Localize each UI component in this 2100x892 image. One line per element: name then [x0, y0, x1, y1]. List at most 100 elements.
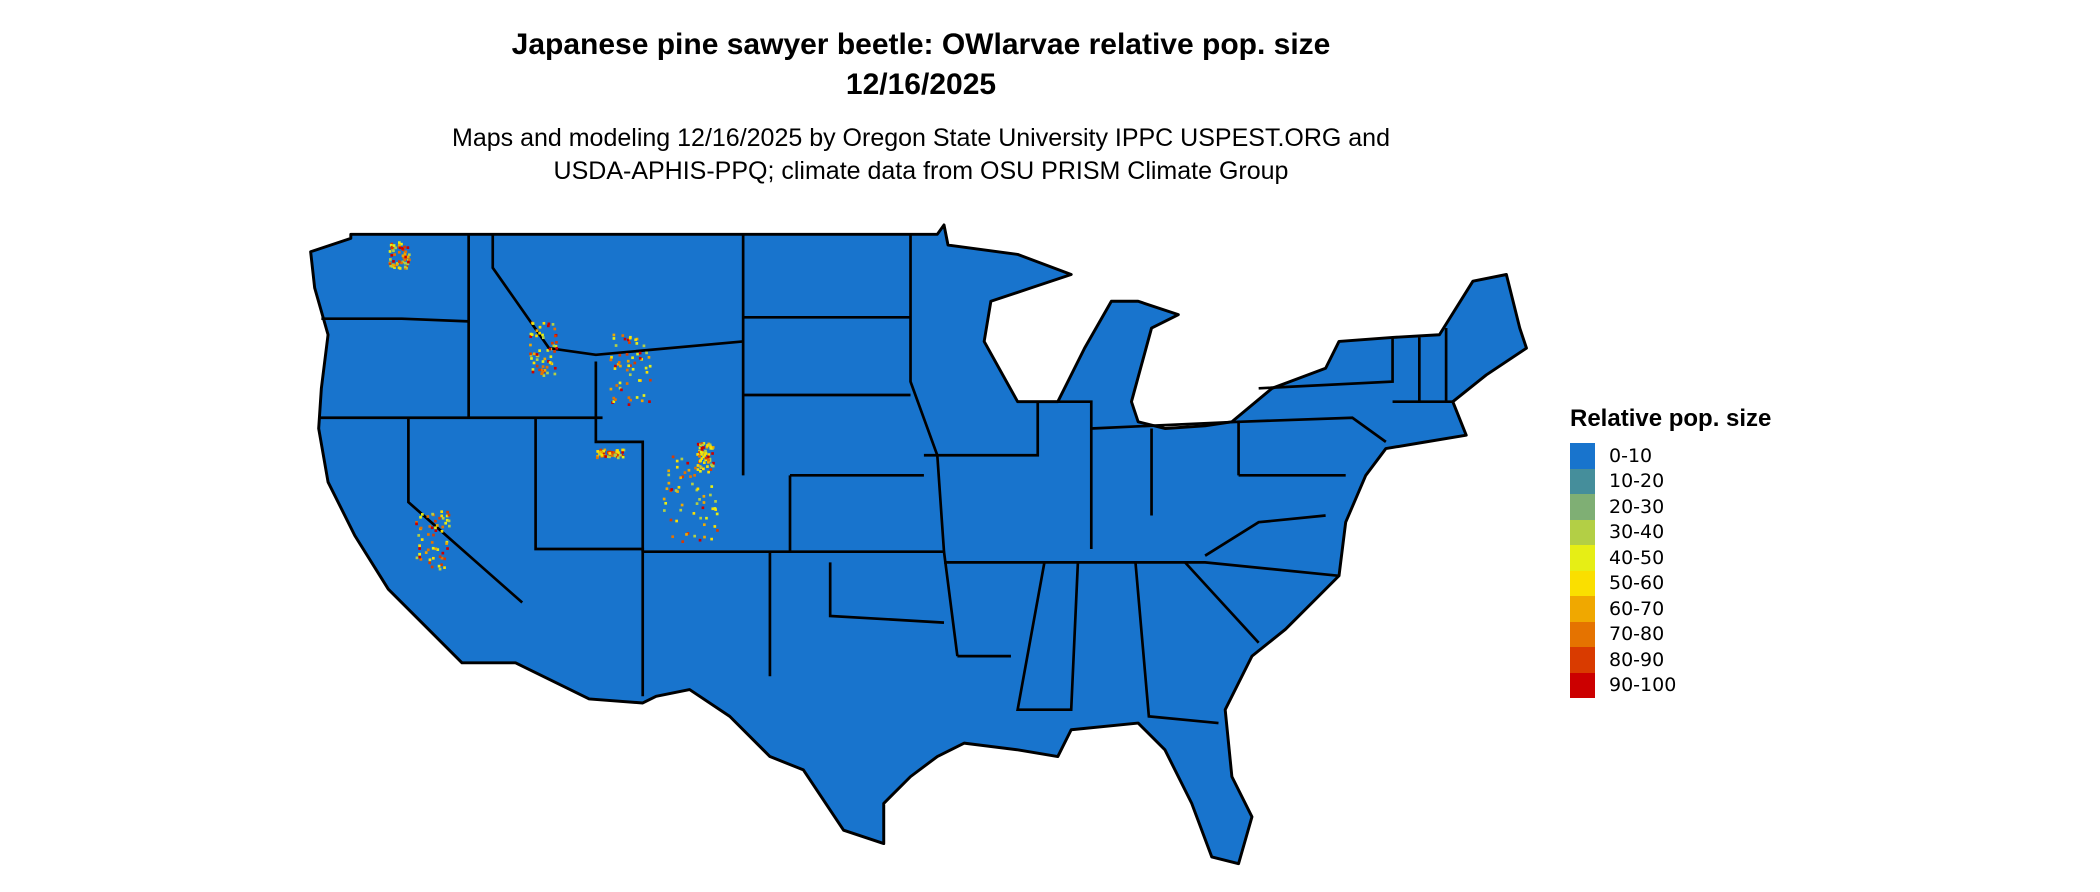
- hotspot-cell: [440, 563, 443, 567]
- hotspot-cell: [638, 379, 641, 382]
- hotspot-cell: [706, 455, 710, 459]
- hotspot-cell: [675, 465, 679, 469]
- hotspot-cell: [529, 343, 532, 347]
- hotspot-cell: [671, 535, 675, 539]
- hotspot-cell: [695, 502, 699, 505]
- hotspot-cell: [408, 258, 411, 262]
- hotspot-cell: [610, 450, 614, 454]
- hotspot-cell: [710, 537, 713, 541]
- hotspot-cell: [679, 476, 683, 480]
- hotspot-cell: [390, 245, 394, 249]
- hotspot-cell: [696, 464, 700, 467]
- hotspot-cell: [703, 453, 707, 457]
- hotspot-cell: [642, 394, 646, 397]
- hotspot-cell: [538, 368, 541, 372]
- hotspot-cell: [397, 266, 401, 270]
- legend-swatch: [1570, 519, 1595, 545]
- hotspot-cell: [614, 453, 617, 457]
- hotspot-cell: [705, 445, 709, 449]
- hotspot-cell: [635, 337, 639, 341]
- hotspot-cell: [542, 374, 546, 377]
- hotspot-cell: [704, 452, 707, 455]
- legend-item: 70-80: [1570, 621, 1771, 647]
- hotspot-cell: [418, 555, 422, 559]
- hotspot-cell: [667, 473, 671, 477]
- hotspot-cell: [702, 442, 706, 445]
- hotspot-cell: [692, 512, 696, 515]
- hotspot-cell: [617, 361, 621, 364]
- hotspot-cell: [443, 566, 446, 569]
- hotspot-cell: [538, 325, 542, 329]
- hotspot-cell: [681, 540, 685, 544]
- hotspot-cell: [702, 494, 706, 498]
- hotspot-cell: [680, 503, 684, 507]
- legend-label: 60-70: [1609, 597, 1665, 620]
- hotspot-cell: [535, 364, 539, 368]
- hotspot-cell: [445, 514, 449, 518]
- hotspot-cell: [406, 255, 410, 259]
- hotspot-cell: [596, 454, 599, 458]
- hotspot-cell: [393, 253, 396, 256]
- hotspot-cell: [676, 490, 679, 493]
- hotspot-cell: [548, 347, 552, 351]
- legend-swatch: [1570, 672, 1595, 698]
- hotspot-cell: [394, 246, 397, 250]
- hotspot-cell: [614, 364, 617, 368]
- hotspot-cell: [444, 521, 448, 525]
- hotspot-cell: [610, 454, 614, 457]
- hotspot-cell: [546, 324, 550, 328]
- hotspot-cell: [648, 364, 652, 368]
- legend-swatch: [1570, 570, 1595, 596]
- hotspot-cell: [606, 451, 610, 455]
- hotspot-cell: [402, 256, 406, 259]
- hotspot-cell: [616, 456, 620, 460]
- hotspot-cell: [670, 488, 674, 491]
- hotspot-cell: [612, 333, 616, 337]
- hotspot-cell: [538, 349, 541, 352]
- hotspot-cell: [546, 349, 550, 352]
- hotspot-cell: [699, 466, 703, 469]
- hotspot-cell: [664, 501, 668, 505]
- hotspot-cell: [535, 358, 539, 362]
- hotspot-cell: [715, 512, 719, 516]
- hotspot-cell: [613, 367, 617, 370]
- hotspot-cell: [430, 526, 434, 530]
- hotspot-cell: [621, 455, 625, 459]
- hotspot-cell: [675, 459, 679, 463]
- hotspot-cell: [616, 453, 619, 456]
- hotspot-cell: [434, 519, 437, 523]
- hotspot-cell: [447, 513, 451, 517]
- hotspot-cell: [700, 446, 704, 450]
- hotspot-cell: [418, 552, 422, 556]
- hotspot-cell: [711, 452, 714, 455]
- hotspot-cell: [406, 262, 410, 266]
- hotspot-cell: [699, 450, 703, 454]
- hotspot-cell: [529, 352, 532, 356]
- hotspot-cell: [400, 242, 403, 246]
- legend-item: 30-40: [1570, 519, 1771, 545]
- hotspot-cell: [709, 445, 712, 449]
- hotspot-cell: [710, 485, 714, 488]
- hotspot-cell: [599, 448, 603, 452]
- hotspot-cell: [437, 564, 441, 568]
- hotspot-cell: [707, 458, 710, 462]
- hotspot-cell: [686, 461, 690, 465]
- hotspot-cell: [440, 556, 444, 560]
- hotspot-cell: [618, 353, 622, 357]
- hotspot-cell: [612, 400, 616, 403]
- hotspot-cell: [628, 373, 632, 377]
- hotspot-cell: [550, 341, 554, 345]
- hotspot-cell: [419, 515, 422, 519]
- hotspot-cell: [601, 453, 605, 456]
- hotspot-cell: [710, 463, 713, 467]
- hotspot-cell: [404, 255, 408, 259]
- hotspot-cell: [638, 351, 642, 355]
- hotspot-cell: [608, 455, 611, 459]
- hotspot-cell: [608, 452, 612, 455]
- hotspot-cell: [701, 506, 705, 510]
- legend-item: 40-50: [1570, 545, 1771, 571]
- hotspot-cell: [598, 452, 602, 456]
- hotspot-cell: [541, 360, 545, 363]
- hotspot-cell: [619, 364, 622, 368]
